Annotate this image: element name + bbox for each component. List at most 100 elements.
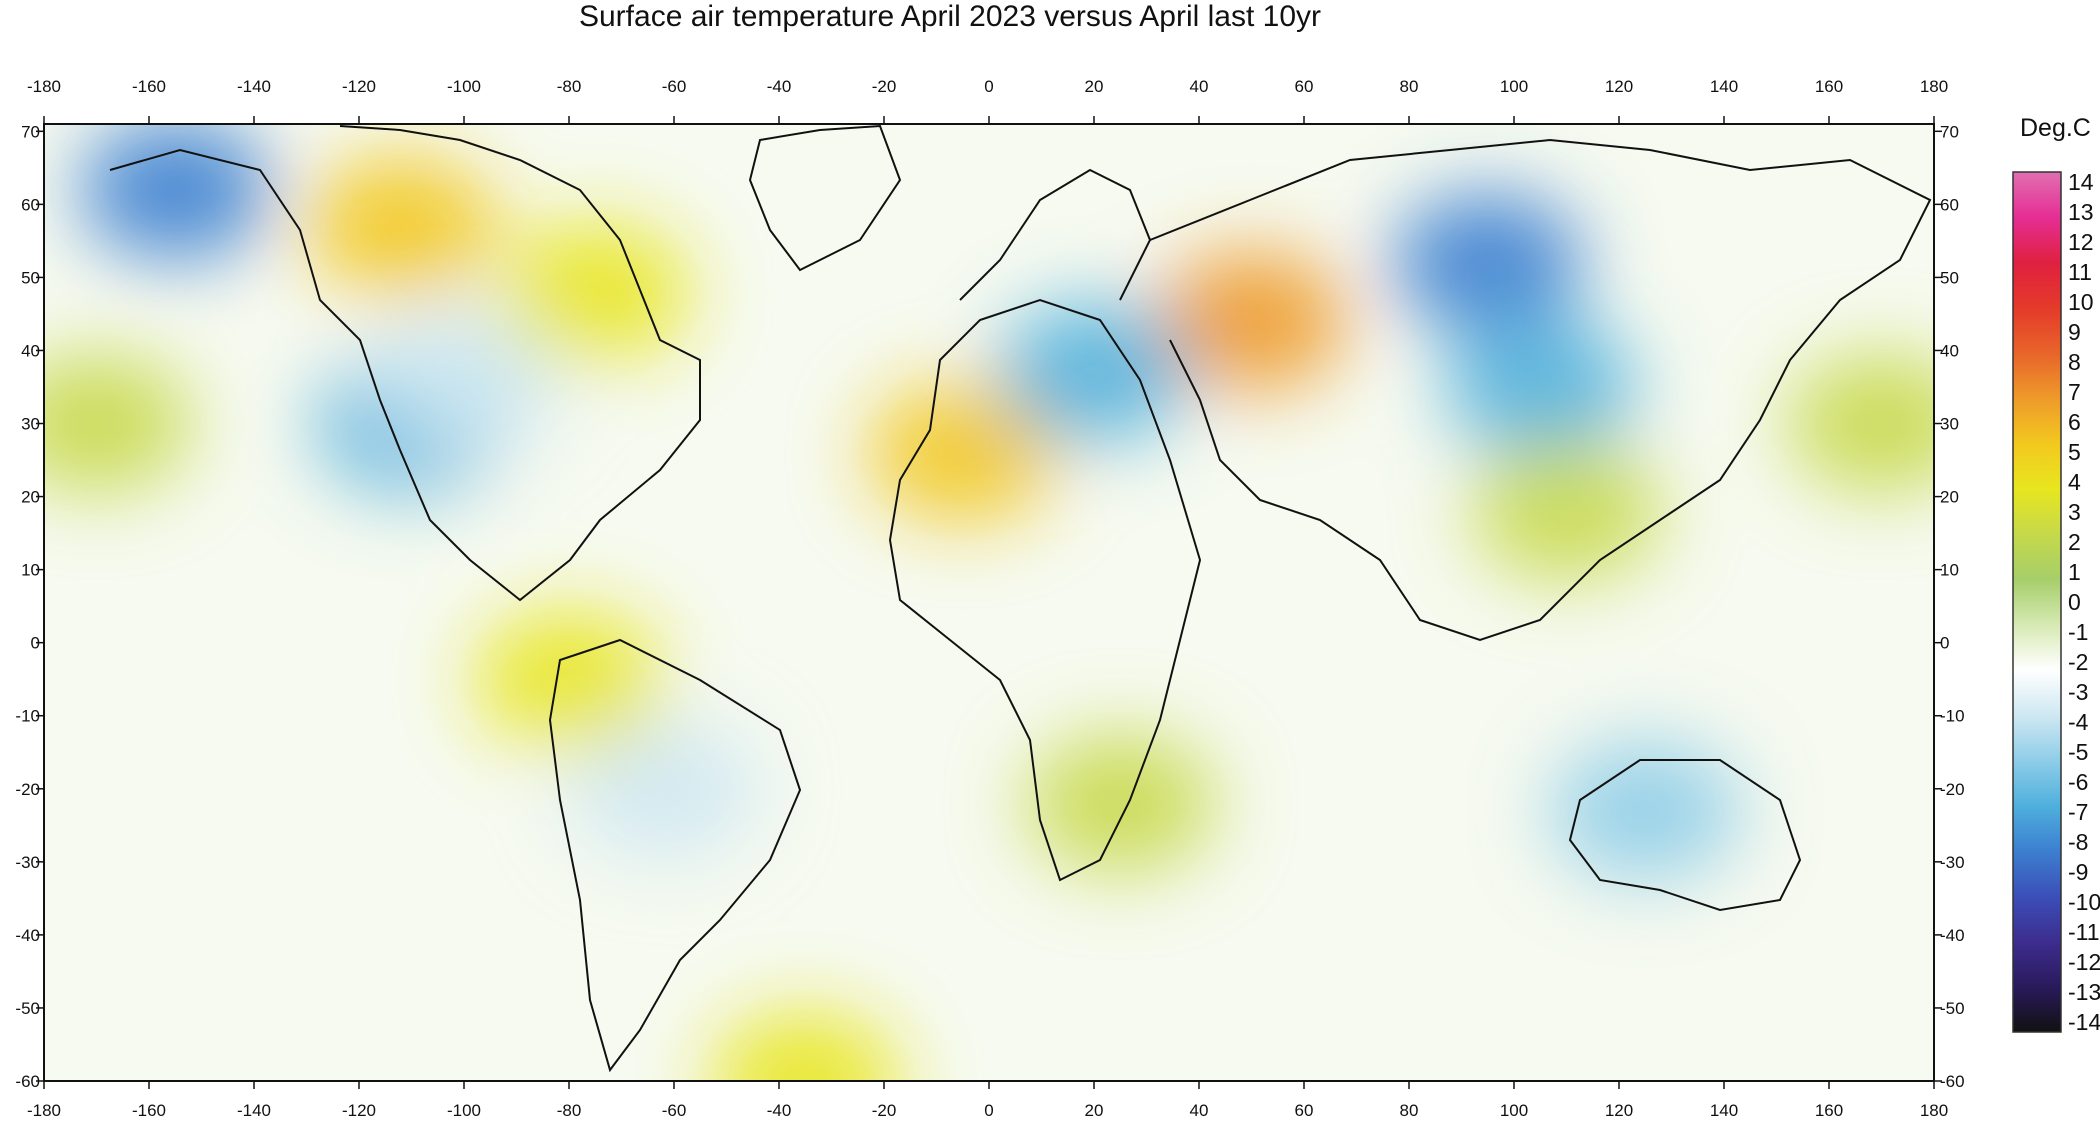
axis-ticks: -180 -180 -160 -160 -140 -140 -120 -120 -100 -100… xyxy=(15,77,1964,1120)
colorbar-tick-label: 6 xyxy=(2068,409,2081,435)
colorbar-tick-label: -13 xyxy=(2068,979,2100,1005)
lat-tick-label: -60 xyxy=(1940,1072,1965,1091)
lon-tick-label: -100 xyxy=(447,1101,481,1120)
lon-tick-label: -140 xyxy=(237,1101,271,1120)
colorbar-tick-label: -9 xyxy=(2068,859,2088,885)
colorbar-tick-label: 10 xyxy=(2068,289,2094,315)
lat-tick-label: -30 xyxy=(1940,853,1965,872)
anomaly-blob xyxy=(44,353,192,494)
anomaly-blob xyxy=(500,222,691,363)
lat-tick-label: 70 xyxy=(1940,122,1959,141)
lon-tick-label: 160 xyxy=(1815,77,1843,96)
map-title: Surface air temperature April 2023 versu… xyxy=(578,0,1322,33)
lon-tick-label: 120 xyxy=(1605,77,1633,96)
lat-tick-label: 40 xyxy=(21,341,40,360)
anomaly-blob xyxy=(1786,353,1934,494)
lon-tick-label: -100 xyxy=(447,77,481,96)
colorbar-tick-label: 12 xyxy=(2068,229,2094,255)
lat-tick-label: 50 xyxy=(21,268,40,287)
lon-tick-label: -20 xyxy=(872,77,897,96)
lon-tick-label: 180 xyxy=(1920,1101,1948,1120)
anomaly-blob xyxy=(999,302,1189,443)
lon-tick-label: 180 xyxy=(1920,77,1948,96)
lat-tick-label: -50 xyxy=(15,999,40,1018)
lat-tick-label: 0 xyxy=(1940,634,1949,653)
lon-tick-label: -180 xyxy=(27,77,61,96)
colorbar-tick-label: 7 xyxy=(2068,379,2081,405)
lat-tick-label: 10 xyxy=(1940,561,1959,580)
colorbar-tick-label: 1 xyxy=(2068,559,2081,585)
coastlines xyxy=(109,124,1932,1073)
colorbar-tick-label: -11 xyxy=(2068,919,2100,945)
anomaly-field xyxy=(44,124,1934,1081)
anomaly-blob xyxy=(80,124,271,260)
lat-tick-label: -50 xyxy=(1940,999,1965,1018)
anomaly-blob xyxy=(867,382,1058,523)
anomaly-blob xyxy=(1471,441,1662,582)
colorbar-tick-label: -1 xyxy=(2068,619,2088,645)
colorbar-tick-label: 5 xyxy=(2068,439,2081,465)
lat-tick-label: 60 xyxy=(21,195,40,214)
anomaly-blob xyxy=(710,1011,901,1081)
lon-tick-label: -20 xyxy=(872,1101,897,1120)
anomaly-blob xyxy=(1156,251,1347,392)
colorbar-tick-label: 9 xyxy=(2068,319,2081,345)
lat-tick-label: 30 xyxy=(21,415,40,434)
lon-tick-label: -160 xyxy=(132,1101,166,1120)
lon-tick-label: -160 xyxy=(132,77,166,96)
lon-tick-label: 100 xyxy=(1500,1101,1528,1120)
lat-tick-label: 20 xyxy=(21,488,40,507)
lon-tick-label: 40 xyxy=(1190,1101,1209,1120)
colorbar-tick-label: 8 xyxy=(2068,349,2081,375)
lat-tick-label: 30 xyxy=(1940,415,1959,434)
colorbar-tick-label: 0 xyxy=(2068,589,2081,615)
lon-tick-label: -60 xyxy=(662,1101,687,1120)
anomaly-blob xyxy=(1392,192,1583,333)
colorbar-tick-label: 2 xyxy=(2068,529,2081,555)
anomaly-blob xyxy=(568,718,759,859)
colorbar-tick-label: 3 xyxy=(2068,499,2081,525)
colorbar xyxy=(2012,171,2062,1033)
lon-tick-label: 80 xyxy=(1400,77,1419,96)
lon-tick-label: -80 xyxy=(557,1101,582,1120)
colorbar-tick-label: -12 xyxy=(2068,949,2100,975)
lon-tick-label: 80 xyxy=(1400,1101,1419,1120)
lat-tick-label: -40 xyxy=(15,926,40,945)
lat-tick-label: 10 xyxy=(21,561,40,580)
lon-tick-label: -60 xyxy=(662,77,687,96)
lon-tick-label: -40 xyxy=(767,1101,792,1120)
lon-tick-label: 60 xyxy=(1295,1101,1314,1120)
lon-tick-label: -120 xyxy=(342,1101,376,1120)
lat-tick-label: 70 xyxy=(21,122,40,141)
lon-tick-label: -140 xyxy=(237,77,271,96)
anomaly-blob xyxy=(1550,740,1741,881)
lon-tick-label: 120 xyxy=(1605,1101,1633,1120)
lon-tick-label: -120 xyxy=(342,77,376,96)
colorbar-tick-label: -3 xyxy=(2068,679,2088,705)
lon-tick-label: -180 xyxy=(27,1101,61,1120)
lat-tick-label: 0 xyxy=(31,634,40,653)
colorbar-tick-label: 11 xyxy=(2068,259,2092,285)
lon-tick-label: 60 xyxy=(1295,77,1314,96)
lon-tick-label: 0 xyxy=(984,1101,993,1120)
colorbar-tick-label: 13 xyxy=(2068,199,2094,225)
lon-tick-label: -80 xyxy=(557,77,582,96)
lat-tick-label: -40 xyxy=(1940,926,1965,945)
colorbar-tick-label: 14 xyxy=(2068,169,2094,195)
anomaly-blob xyxy=(1445,316,1636,457)
lon-tick-label: 20 xyxy=(1085,77,1104,96)
lon-tick-label: 140 xyxy=(1710,77,1738,96)
lat-tick-label: 50 xyxy=(1940,268,1959,287)
colorbar-tick-label: -14 xyxy=(2068,1009,2100,1035)
lon-tick-label: 140 xyxy=(1710,1101,1738,1120)
anomaly-blob xyxy=(306,156,496,297)
lat-tick-label: -60 xyxy=(15,1072,40,1091)
lat-tick-label: 60 xyxy=(1940,195,1959,214)
lon-tick-label: 40 xyxy=(1190,77,1209,96)
lon-tick-label: -40 xyxy=(767,77,792,96)
colorbar-tick-label: -6 xyxy=(2068,769,2088,795)
colorbar-labels: 14131211109876543210-1-2-3-4-5-6-7-8-9-1… xyxy=(2068,169,2100,1035)
anomaly-blob xyxy=(1025,733,1216,874)
colorbar-tick-label: -4 xyxy=(2068,709,2089,735)
